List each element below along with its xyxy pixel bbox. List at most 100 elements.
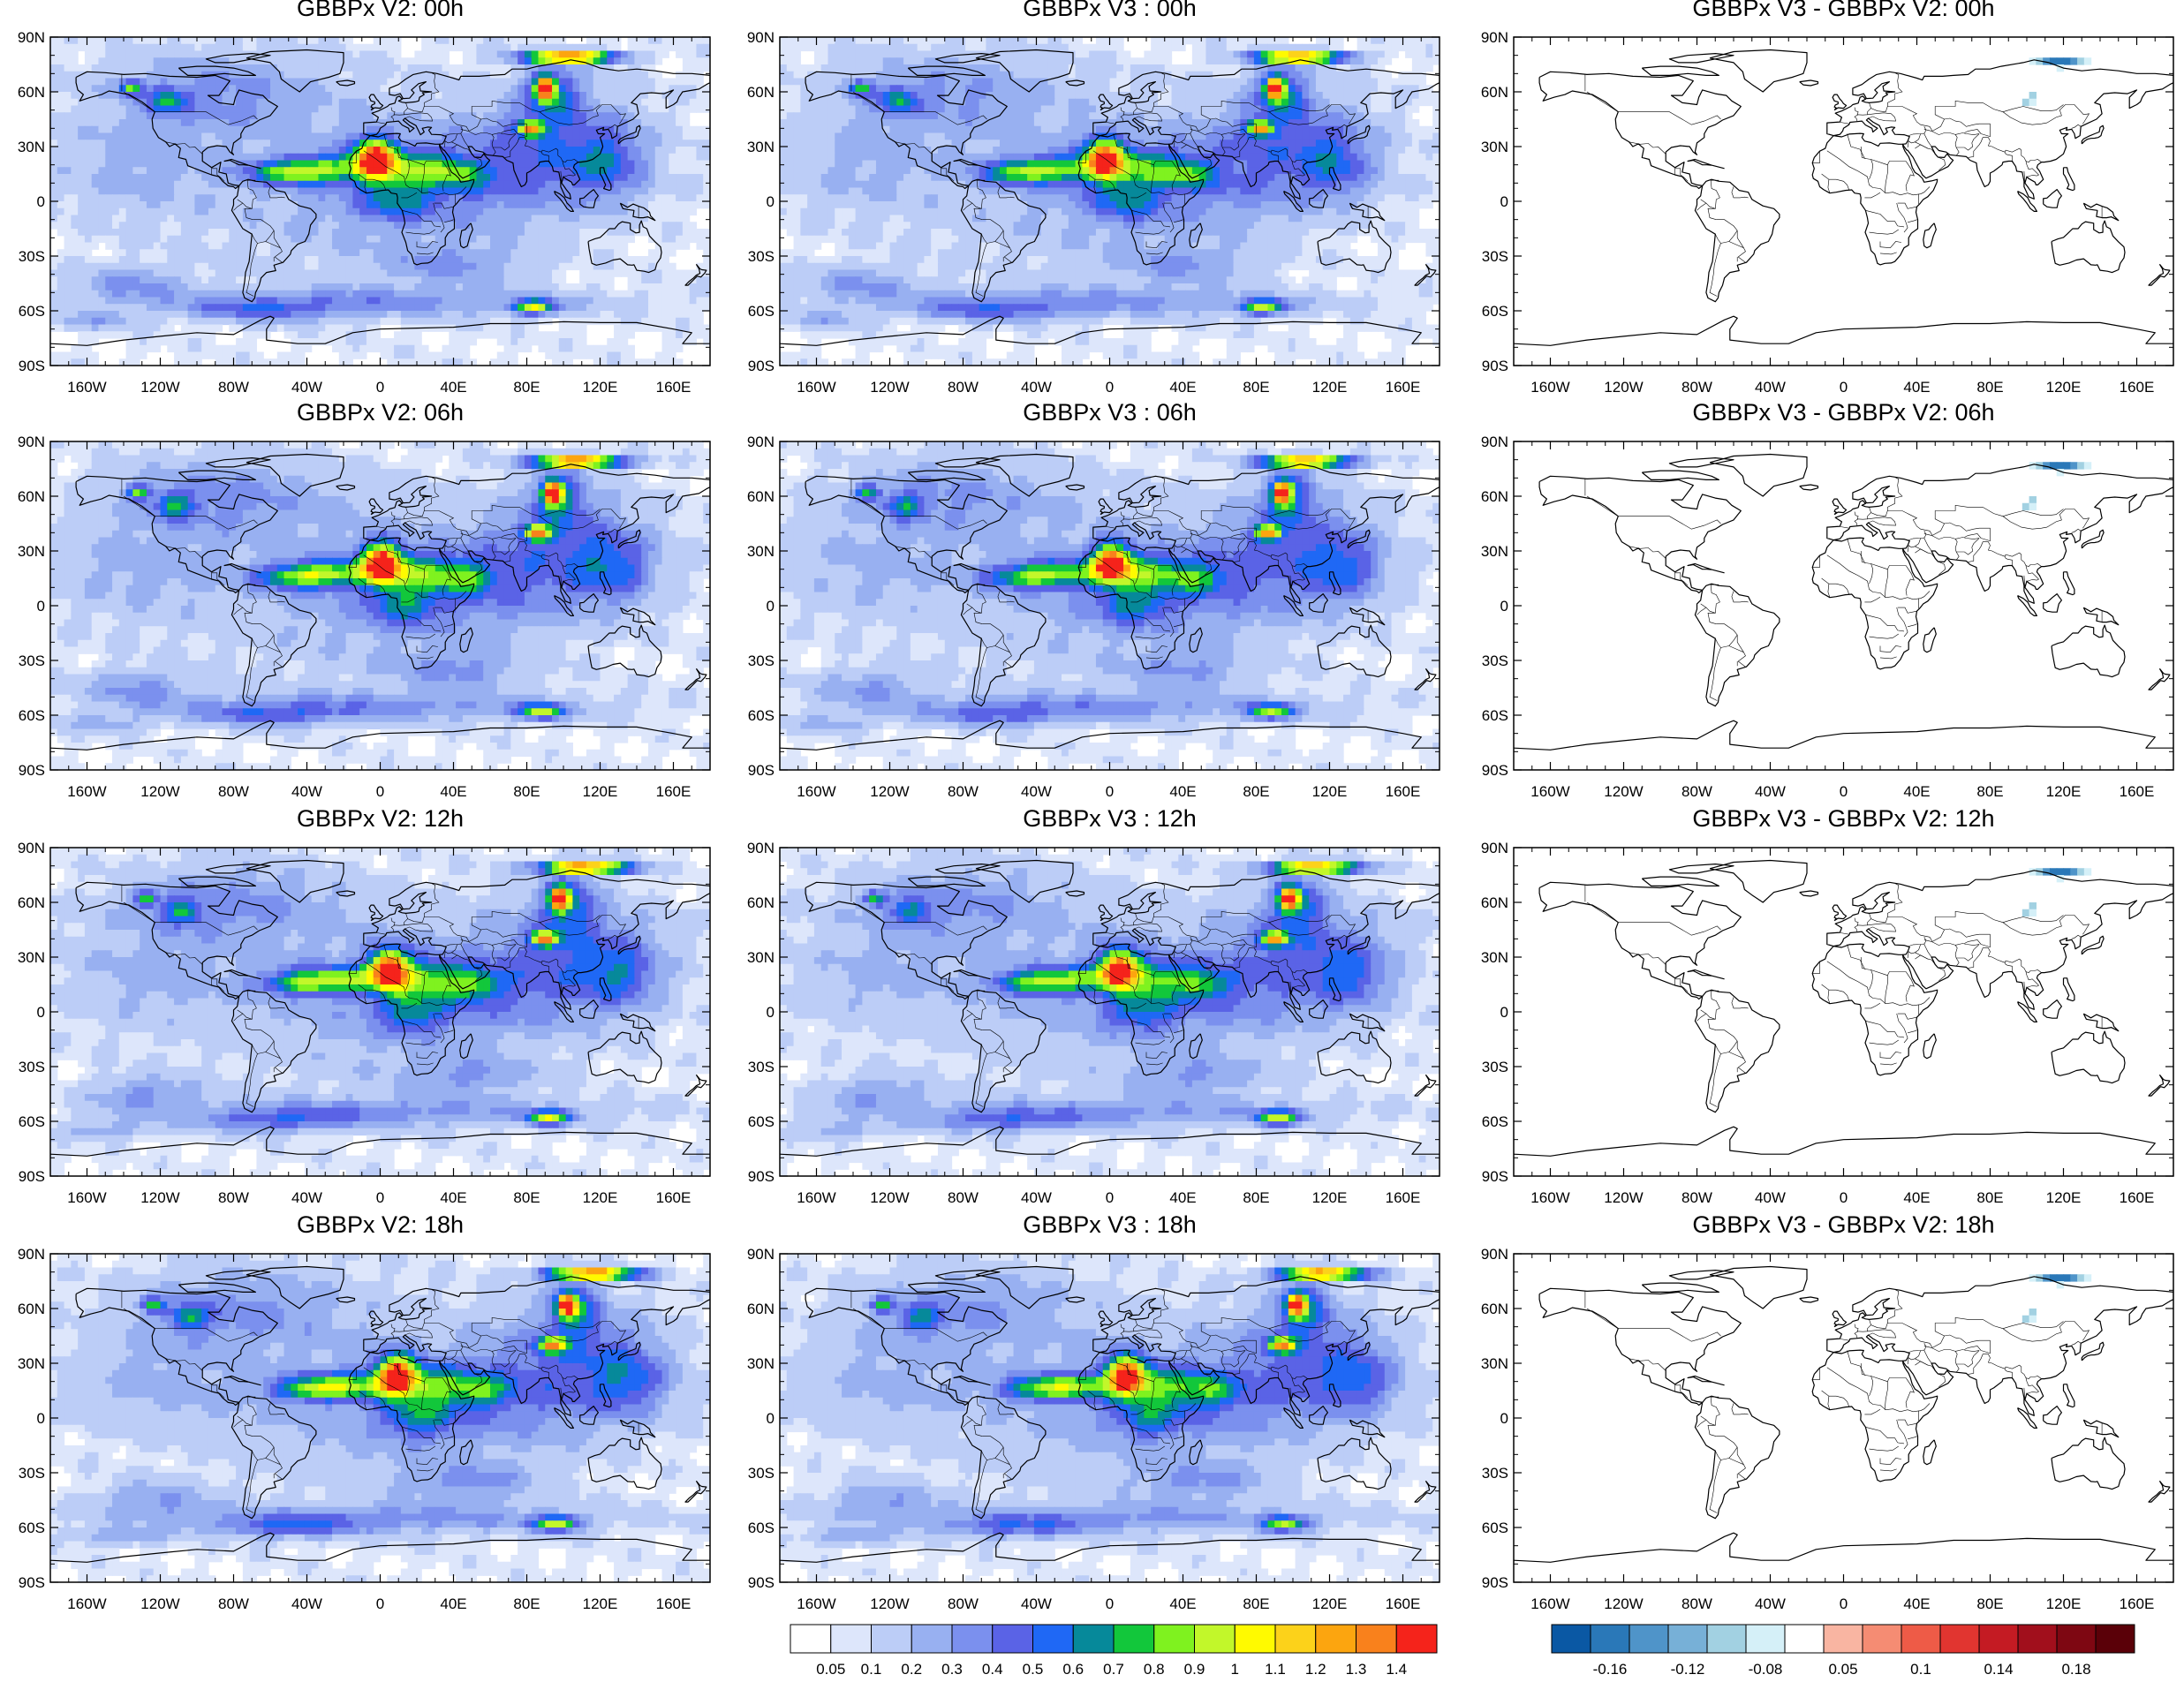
lon-tick-label: 40W	[1755, 1189, 1786, 1206]
emission-field	[780, 441, 1440, 771]
lat-tick-label: 90S	[1482, 762, 1508, 779]
lon-tick-label: 80E	[1243, 1189, 1269, 1206]
colorbar-label: 1.3	[1346, 1661, 1367, 1678]
lon-tick-label: 160W	[67, 783, 106, 800]
lat-tick-label: 60N	[18, 1301, 45, 1317]
lat-tick-label: 0	[767, 1004, 775, 1021]
panel-title: GBBPx V2: 00h	[50, 0, 710, 22]
lon-tick-label: 160E	[2120, 379, 2155, 396]
lon-tick-label: 0	[1106, 1595, 1114, 1612]
panel-title: GBBPx V3 - GBBPx V2: 18h	[1514, 1211, 2173, 1239]
colorbar-bin	[1316, 1625, 1356, 1653]
lon-tick-label: 120W	[140, 1189, 179, 1206]
lat-tick-label: 30S	[748, 1059, 775, 1075]
lon-tick-label: 120E	[583, 1189, 618, 1206]
lat-tick-label: 90N	[18, 1246, 45, 1263]
lat-tick-label: 90N	[18, 434, 45, 450]
lon-tick-label: 160W	[67, 1595, 106, 1612]
emission-field	[50, 441, 711, 771]
lat-tick-label: 30N	[1481, 949, 1508, 966]
lon-tick-label: 120W	[1604, 1595, 1643, 1612]
colorbar-label: 0.6	[1062, 1661, 1084, 1678]
colorbar-bin	[1901, 1625, 1940, 1653]
lon-tick-label: 40E	[1169, 1189, 1196, 1206]
lat-tick-label: 0	[1500, 193, 1508, 210]
colorbar-label: 0.14	[1984, 1661, 2013, 1678]
lon-tick-label: 40W	[1755, 379, 1786, 396]
lon-tick-label: 80E	[1976, 1189, 2003, 1206]
colorbar-bin	[993, 1625, 1033, 1653]
colorbar-label: 1.1	[1265, 1661, 1286, 1678]
lat-tick-label: 90S	[1482, 358, 1508, 374]
colorbar-label: 0.18	[2061, 1661, 2090, 1678]
lon-tick-label: 120W	[1604, 379, 1643, 396]
lat-tick-label: 30S	[748, 1465, 775, 1482]
colorbar-bin	[1940, 1625, 1979, 1653]
lat-tick-label: 60S	[1482, 1520, 1508, 1536]
lon-tick-label: 160E	[2120, 1189, 2155, 1206]
lat-tick-label: 90N	[18, 29, 45, 46]
lat-tick-label: 30S	[19, 248, 45, 265]
panel-title: GBBPx V2: 06h	[50, 399, 710, 426]
colorbar-bin	[1235, 1625, 1275, 1653]
lon-tick-label: 160E	[2120, 783, 2155, 800]
lat-tick-label: 60N	[747, 84, 775, 101]
panel-title: GBBPx V3 : 00h	[780, 0, 1440, 22]
lat-tick-label: 60N	[1481, 488, 1508, 505]
lon-tick-label: 120W	[140, 783, 179, 800]
colorbar-bin	[952, 1625, 993, 1653]
lat-tick-label: 60N	[18, 84, 45, 101]
colorbar-bin	[831, 1625, 872, 1653]
colorbar-bin	[1073, 1625, 1114, 1653]
lat-tick-label: 30N	[1481, 139, 1508, 155]
lon-tick-label: 0	[376, 783, 384, 800]
colorbar-bin	[790, 1625, 831, 1653]
colorbar-label: 1	[1231, 1661, 1239, 1678]
lon-tick-label: 80E	[1976, 783, 2003, 800]
lon-tick-label: 80W	[1681, 1595, 1712, 1612]
lon-tick-label: 40E	[1169, 783, 1196, 800]
colorbar-label: 1.2	[1305, 1661, 1326, 1678]
lat-tick-label: 60S	[748, 707, 775, 724]
lon-tick-label: 0	[376, 379, 384, 396]
lat-tick-label: 90S	[1482, 1574, 1508, 1591]
lon-tick-label: 160W	[67, 379, 106, 396]
lon-tick-label: 80W	[218, 1595, 249, 1612]
lon-tick-label: 40W	[1021, 1595, 1052, 1612]
colorbar-label: 0.1	[1910, 1661, 1931, 1678]
lat-tick-label: 60N	[747, 894, 775, 911]
lat-tick-label: 90S	[748, 358, 775, 374]
lon-tick-label: 40W	[291, 783, 322, 800]
emission-field	[50, 848, 711, 1177]
emission-field	[50, 37, 711, 366]
difference-field	[1514, 848, 2173, 1176]
colorbar-bin	[1863, 1625, 1901, 1653]
colorbar-bin	[1746, 1625, 1785, 1653]
lon-tick-label: 40W	[291, 1189, 322, 1206]
lon-tick-label: 120W	[870, 1595, 909, 1612]
colorbar-bin	[1154, 1625, 1195, 1653]
emission-field	[50, 1254, 711, 1583]
colorbar-bin	[2096, 1625, 2135, 1653]
lat-tick-label: 0	[767, 193, 775, 210]
colorbar-bin	[1396, 1625, 1437, 1653]
lon-tick-label: 160W	[797, 1189, 835, 1206]
lon-tick-label: 40W	[291, 379, 322, 396]
colorbar-label: -0.08	[1749, 1661, 1783, 1678]
lon-tick-label: 80W	[218, 379, 249, 396]
lon-tick-label: 0	[376, 1595, 384, 1612]
lon-tick-label: 80W	[1681, 379, 1712, 396]
lon-tick-label: 0	[376, 1189, 384, 1206]
emission-field	[780, 848, 1440, 1177]
lat-tick-label: 90N	[747, 1246, 775, 1263]
colorbar-label: 0.05	[1828, 1661, 1857, 1678]
lat-tick-label: 30N	[18, 1355, 45, 1372]
panel-title: GBBPx V2: 12h	[50, 805, 710, 833]
colorbar-bin	[1195, 1625, 1236, 1653]
